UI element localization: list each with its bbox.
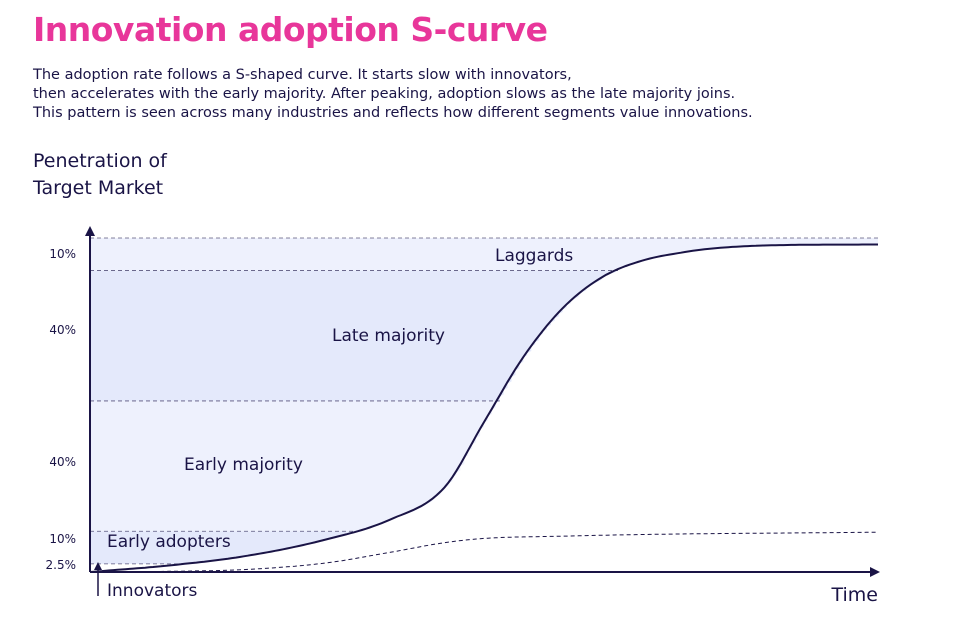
description-line: This pattern is seen across many industr… (33, 105, 753, 121)
y-axis-title-line: Penetration of (33, 150, 168, 172)
innovators-pointer-arrow-icon (94, 562, 102, 570)
segment-share-label: 40% (49, 323, 76, 337)
segment-share-label: 10% (49, 247, 76, 261)
segment-name-label: Early adopters (107, 532, 231, 552)
y-axis-arrow-icon (85, 226, 95, 236)
segment-name-label: Early majority (184, 455, 303, 475)
segment-name-label: Laggards (495, 246, 573, 266)
band-fill (90, 400, 500, 532)
x-axis-title: Time (831, 584, 879, 606)
description-line: The adoption rate follows a S-shaped cur… (33, 67, 572, 83)
description-line: then accelerates with the early majority… (33, 86, 736, 102)
segment-share-label: 10% (49, 532, 76, 546)
band-fill (90, 238, 878, 271)
segment-name-label: Late majority (332, 326, 445, 346)
page-title: Innovation adoption S-curve (33, 10, 548, 49)
description: The adoption rate follows a S-shaped cur… (33, 66, 933, 123)
adoption-rate-curve (90, 531, 879, 573)
band-fill (90, 270, 618, 401)
x-axis-arrow-icon (870, 567, 880, 577)
segment-share-label: 40% (49, 455, 76, 469)
segment-share-label: 2.5% (46, 558, 77, 572)
y-axis-title-line: Target Market (32, 177, 163, 199)
segment-name-label: Innovators (107, 581, 197, 601)
s-curve-line (89, 243, 878, 573)
band-fill (90, 531, 358, 564)
